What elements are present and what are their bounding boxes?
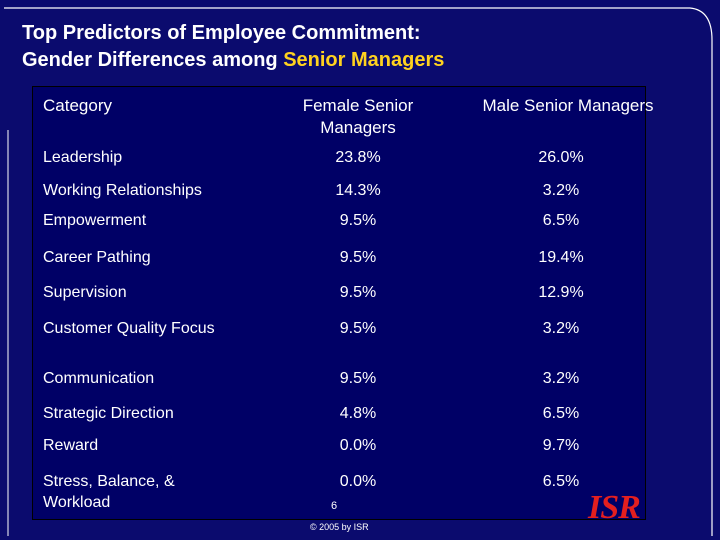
row-category: Customer Quality Focus xyxy=(43,320,215,337)
title-line-2-accent: Senior Managers xyxy=(283,49,445,71)
row-female-value: 9.5% xyxy=(339,212,377,229)
row-category: Leadership xyxy=(43,149,123,166)
header-female: Female Senior Managers xyxy=(302,96,414,137)
row-category: Stress, Balance, & Workload xyxy=(43,473,175,511)
row-male-value: 3.2% xyxy=(542,370,580,387)
row-female-value: 9.5% xyxy=(339,370,377,387)
row-female-value: 9.5% xyxy=(339,249,377,266)
row-category: Supervision xyxy=(43,284,127,301)
row-male-value: 6.5% xyxy=(542,212,580,229)
row-female-value: 9.5% xyxy=(339,320,377,337)
row-category: Communication xyxy=(43,370,155,387)
row-category: Reward xyxy=(43,437,99,454)
row-category: Empowerment xyxy=(43,212,147,229)
predictors-table: Category Female Senior Managers Male Sen… xyxy=(32,86,654,520)
header-category: Category xyxy=(43,96,112,115)
row-male-value: 6.5% xyxy=(542,473,580,490)
row-male-value: 19.4% xyxy=(538,249,584,266)
title-line-1: Top Predictors of Employee Commitment: xyxy=(22,22,421,44)
row-female-value: 0.0% xyxy=(339,437,377,454)
isr-logo: ISR xyxy=(588,489,641,526)
page-number: 6 xyxy=(331,500,338,512)
row-male-value: 26.0% xyxy=(538,149,584,166)
row-male-value: 6.5% xyxy=(542,405,580,422)
row-female-value: 23.8% xyxy=(335,149,381,166)
title-line-2-prefix: Gender Differences among xyxy=(22,49,284,71)
row-male-value: 3.2% xyxy=(542,320,580,337)
header-male: Male Senior Managers xyxy=(482,96,654,115)
row-category: Working Relationships xyxy=(43,182,202,199)
row-male-value: 9.7% xyxy=(542,437,580,454)
copyright-notice: © 2005 by ISR xyxy=(310,522,369,532)
title-line-2: Gender Differences among Senior Managers xyxy=(22,47,444,74)
row-female-value: 0.0% xyxy=(339,473,377,490)
row-category: Strategic Direction xyxy=(43,405,174,422)
row-female-value: 14.3% xyxy=(335,182,381,199)
slide-title: Top Predictors of Employee Commitment: G… xyxy=(22,20,444,74)
row-male-value: 3.2% xyxy=(542,182,580,199)
row-category: Career Pathing xyxy=(43,249,151,266)
row-female-value: 9.5% xyxy=(339,284,377,301)
row-male-value: 12.9% xyxy=(538,284,584,301)
row-female-value: 4.8% xyxy=(339,405,377,422)
